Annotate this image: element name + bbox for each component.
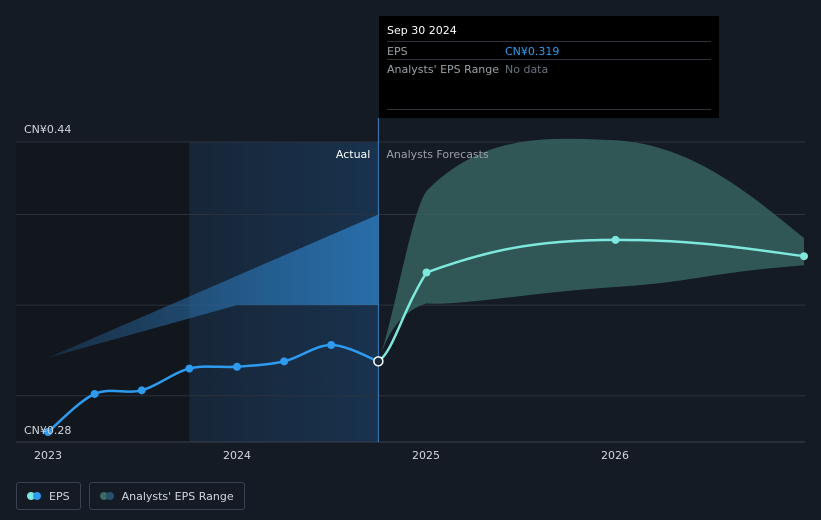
- past-background: [16, 142, 190, 442]
- x-tick-label: 2024: [223, 449, 251, 462]
- legend-range-label: Analysts' EPS Range: [121, 489, 234, 503]
- x-tick-label: 2026: [601, 449, 629, 462]
- eps-legend-icon: [27, 492, 43, 500]
- forecast-line: [377, 238, 805, 363]
- eps-point: [185, 364, 194, 373]
- forecast-point: [422, 268, 431, 277]
- eps-point: [90, 389, 99, 398]
- forecast-point: [800, 252, 808, 261]
- legend: EPS Analysts' EPS Range: [16, 482, 245, 510]
- eps-point: [44, 428, 52, 436]
- forecast-label: Analysts Forecasts: [386, 148, 489, 161]
- eps-chart: CN¥0.44 CN¥0.28 2023 2024 2025 2026 Actual Anal…: [16, 118, 808, 462]
- tooltip-divider: [387, 109, 711, 110]
- tooltip-range-value: No data: [505, 63, 549, 76]
- legend-eps[interactable]: EPS: [16, 482, 81, 510]
- legend-analyst-range[interactable]: Analysts' EPS Range: [88, 482, 245, 510]
- eps-point: [137, 386, 146, 395]
- tooltip-range-row: Analysts' EPS Range No data: [387, 59, 711, 78]
- x-tick-label: 2023: [34, 449, 62, 462]
- tooltip-eps-label: EPS: [387, 45, 408, 58]
- eps-point: [327, 341, 336, 349]
- y-axis-label-bottom: CN¥0.28: [24, 424, 71, 437]
- y-axis-label-top: CN¥0.44: [24, 123, 71, 136]
- tooltip-eps-row: EPS CN¥0.319: [387, 41, 711, 60]
- eps-point: [233, 362, 241, 371]
- legend-eps-label: EPS: [49, 489, 70, 503]
- past-range-band: [48, 214, 379, 358]
- eps-point: [280, 357, 289, 366]
- range-legend-icon: [99, 492, 116, 500]
- forecast-range-band: [378, 138, 804, 362]
- forecast-point: [611, 235, 620, 244]
- tooltip-range-label: Analysts' EPS Range: [387, 63, 500, 76]
- tooltip: Sep 30 2024 EPS CN¥0.319 Analysts' EPS R…: [379, 16, 719, 118]
- tooltip-eps-value: CN¥0.319: [505, 45, 560, 58]
- actual-label: Actual: [336, 148, 370, 161]
- selected-point: [373, 356, 384, 367]
- x-tick-label: 2025: [412, 449, 440, 462]
- tooltip-date: Sep 30 2024: [387, 24, 457, 37]
